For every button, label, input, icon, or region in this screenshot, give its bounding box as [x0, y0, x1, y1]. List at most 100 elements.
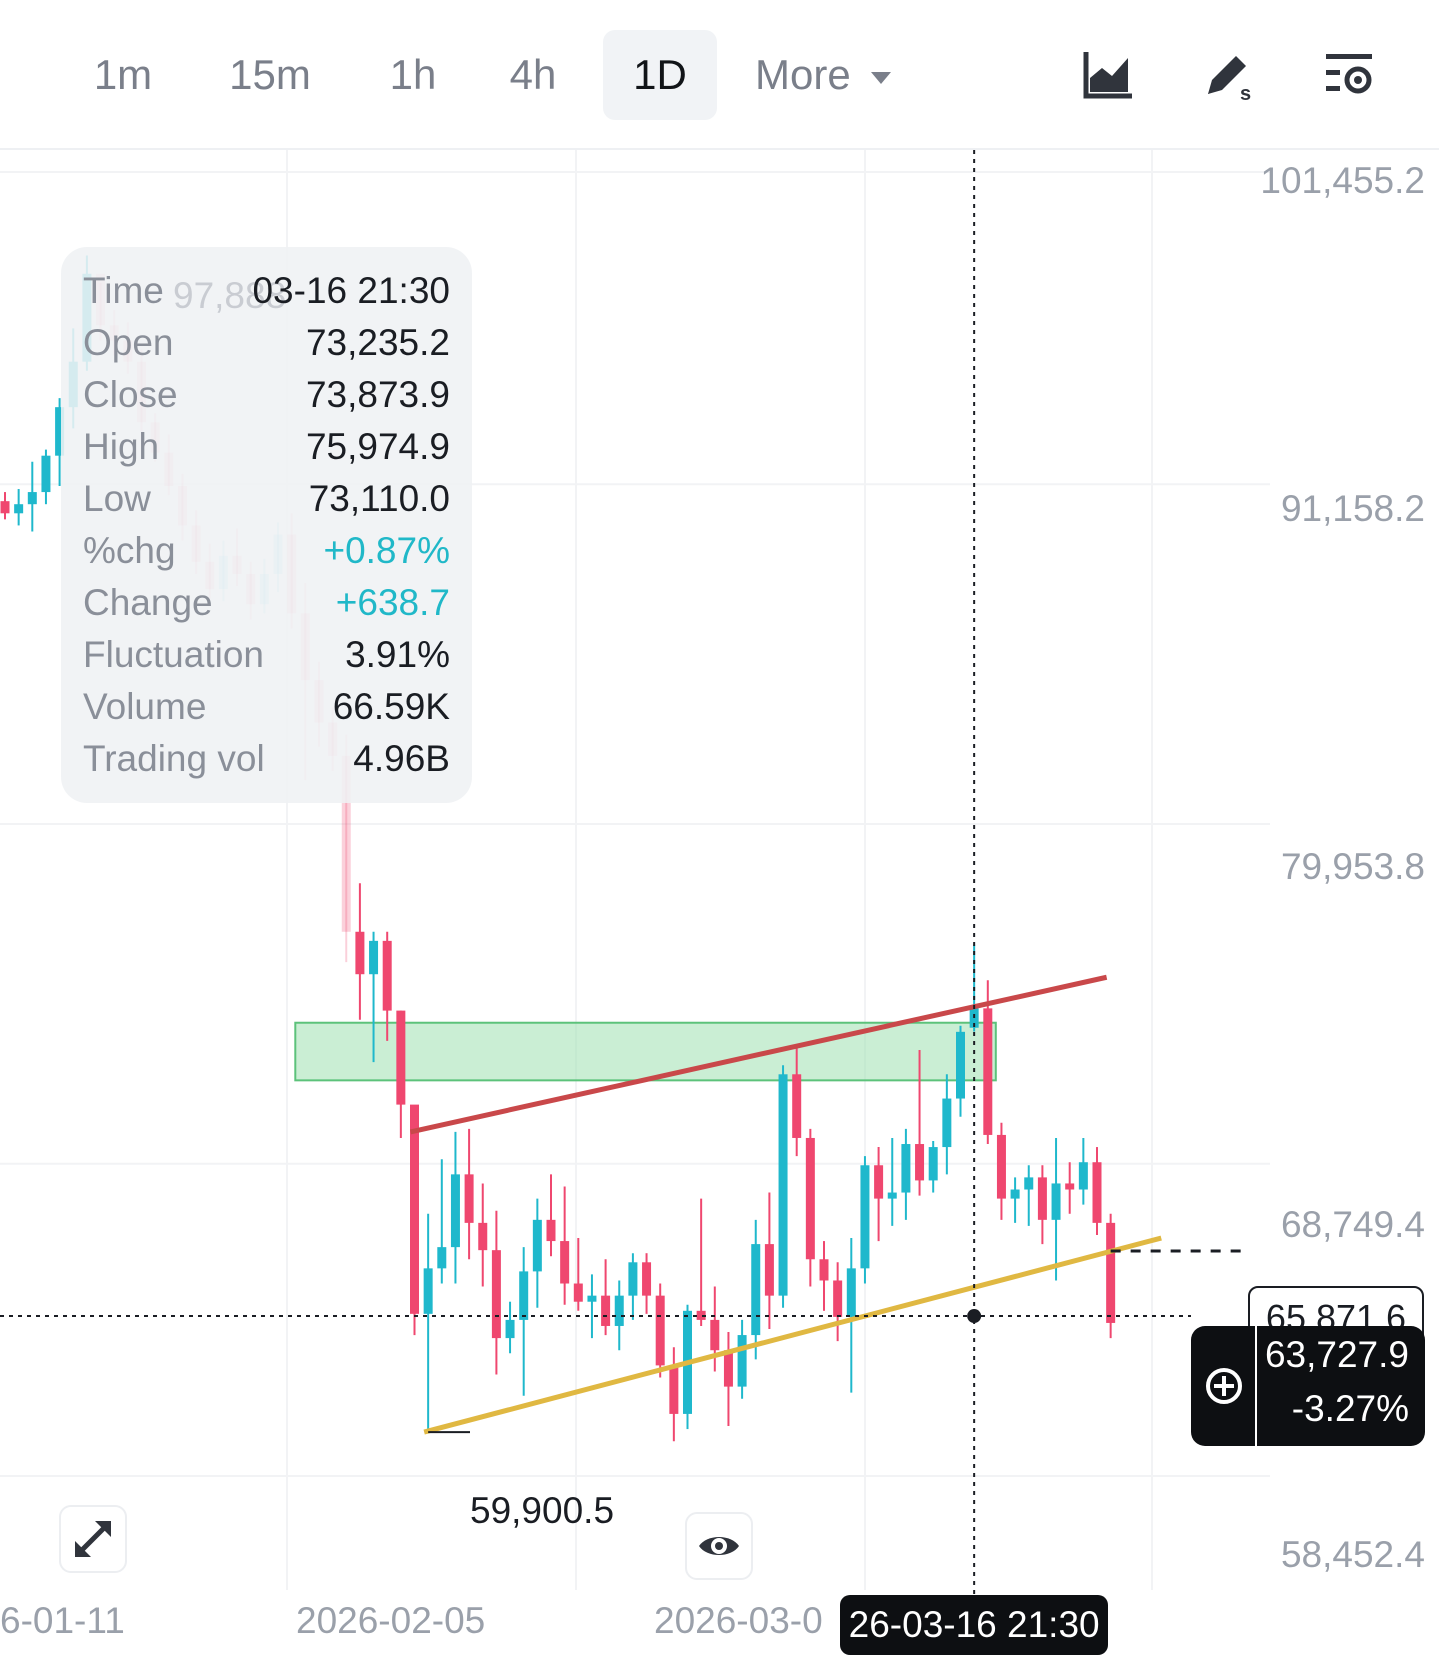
eye-icon — [699, 1537, 739, 1555]
candle-body — [55, 407, 65, 456]
indicator-settings-icon[interactable] — [1322, 48, 1376, 102]
candle-body — [382, 940, 392, 1011]
candle-body — [27, 492, 37, 505]
fullscreen-button[interactable] — [59, 1505, 127, 1573]
tooltip-key: %chg — [83, 530, 176, 571]
candle-body — [478, 1222, 488, 1251]
y-tick-label: 58,452.4 — [1280, 1534, 1425, 1575]
candle-body — [764, 1244, 774, 1296]
candle-body — [628, 1262, 638, 1296]
tooltip-value: +0.87% — [323, 530, 450, 571]
candle-body — [614, 1295, 624, 1326]
tooltip-key: Close — [83, 374, 178, 415]
candle-body — [587, 1295, 597, 1302]
tooltip-row: High 75,974.9 — [83, 421, 450, 473]
chart-type-icon[interactable] — [1082, 48, 1136, 102]
candle-body — [901, 1144, 911, 1193]
x-tick-label: 6-01-11 — [0, 1600, 125, 1641]
y-tick-label: 101,455.2 — [1260, 160, 1425, 201]
candle-body — [737, 1335, 747, 1387]
crosshair-dot — [967, 1309, 982, 1324]
crosshair-price: 63,727.9 — [1264, 1334, 1409, 1375]
tooltip-key: Volume — [83, 686, 207, 727]
candle-body — [751, 1244, 761, 1336]
svg-text:s: s — [1240, 83, 1251, 102]
crosshair-price-box[interactable]: 63,727.9 -3.27% — [1191, 1326, 1425, 1446]
candle-body — [0, 501, 10, 514]
drawing-tool-icon[interactable]: s — [1202, 48, 1256, 102]
candle-body — [887, 1192, 897, 1199]
expand-icon — [75, 1521, 111, 1557]
tooltip-value: 4.96B — [353, 738, 450, 779]
candle-body — [546, 1219, 556, 1242]
candle-body — [41, 455, 51, 493]
tooltip-value: 73,873.9 — [305, 374, 450, 415]
candle-body — [723, 1350, 733, 1387]
tooltip-row: Trading vol 4.96B — [83, 733, 450, 785]
candle-body — [778, 1074, 788, 1296]
candle-body — [355, 931, 365, 975]
timeframe-1h[interactable]: 1h — [389, 51, 437, 98]
tooltip-key: High — [83, 426, 160, 467]
candle-body — [846, 1268, 856, 1317]
candle-body — [437, 1247, 447, 1269]
tooltip-row: Low 73,110.0 — [83, 473, 450, 525]
chart-area[interactable]: 101,455.2 91,158.2 79,953.8 68,749.4 58,… — [0, 150, 1439, 1655]
x-tick-label: 2026-03-0 — [654, 1600, 823, 1641]
tooltip-value: 3.91% — [345, 634, 450, 675]
candle-body — [860, 1165, 870, 1269]
more-dropdown[interactable]: More — [755, 30, 915, 120]
y-tick-label: 91,158.2 — [1280, 488, 1425, 529]
candle-body — [696, 1310, 706, 1320]
candle-body — [833, 1280, 843, 1317]
timeframe-4h[interactable]: 4h — [509, 51, 557, 98]
candle-body — [1024, 1177, 1034, 1190]
candle-body — [601, 1295, 611, 1326]
timeframe-1m[interactable]: 1m — [93, 51, 153, 98]
tooltip-row: Volume 66.59K — [83, 681, 450, 733]
candle-body — [369, 940, 379, 975]
caret-down-icon — [871, 71, 892, 84]
faded-price-label: 97,888 — [173, 275, 287, 316]
tooltip-row: %chg +0.87% — [83, 525, 450, 577]
tooltip-key: Low — [83, 478, 151, 519]
candle-body — [491, 1250, 501, 1339]
candle-body — [519, 1271, 529, 1320]
tooltip-row: Open 73,235.2 — [83, 317, 450, 369]
timeframe-15m[interactable]: 15m — [229, 51, 311, 98]
more-label: More — [755, 51, 851, 98]
tooltip-value: 73,110.0 — [308, 478, 450, 519]
candle-body — [928, 1147, 938, 1181]
crosshair-time-tag: 26-03-16 21:30 — [840, 1595, 1109, 1655]
tooltip-key: Trading vol — [83, 738, 265, 779]
tooltip-key: Open — [83, 322, 174, 363]
candle-body — [464, 1174, 474, 1223]
candle-body — [942, 1098, 952, 1148]
tooltip-value: 03-16 21:30 — [252, 270, 450, 311]
candle-body — [560, 1241, 570, 1284]
tooltip-row: Time 03-16 21:30 — [83, 265, 450, 317]
y-tick-label: 68,749.4 — [1280, 1204, 1425, 1245]
tooltip-value: +638.7 — [335, 582, 450, 623]
x-tick-label: 2026-02-05 — [296, 1600, 486, 1641]
candle-body — [1037, 1177, 1047, 1220]
add-alert-button[interactable] — [1191, 1326, 1257, 1446]
support-resistance-zone — [294, 1021, 997, 1082]
candle-body — [1106, 1222, 1116, 1323]
candle-body — [819, 1259, 829, 1281]
timeframe-toolbar: 1m 15m 1h 4h 1D More s — [0, 0, 1439, 150]
candle-body — [14, 504, 24, 514]
candle-body — [710, 1319, 720, 1351]
candle-body — [410, 1104, 419, 1314]
candle-body — [996, 1134, 1006, 1199]
candle-body — [396, 1010, 406, 1105]
candle-body — [969, 1008, 979, 1028]
tooltip-key: Fluctuation — [83, 634, 264, 675]
tooltip-key: Time — [83, 270, 164, 311]
timeframe-1d[interactable]: 1D — [603, 30, 717, 120]
visibility-toggle-button[interactable] — [685, 1512, 753, 1580]
candle-body — [532, 1219, 542, 1272]
ohlc-tooltip: 97,888 Time 03-16 21:30 Open 73,235.2 Clos… — [61, 247, 472, 803]
crosshair-change: -3.27% — [1291, 1388, 1409, 1429]
candle-body — [642, 1262, 652, 1296]
